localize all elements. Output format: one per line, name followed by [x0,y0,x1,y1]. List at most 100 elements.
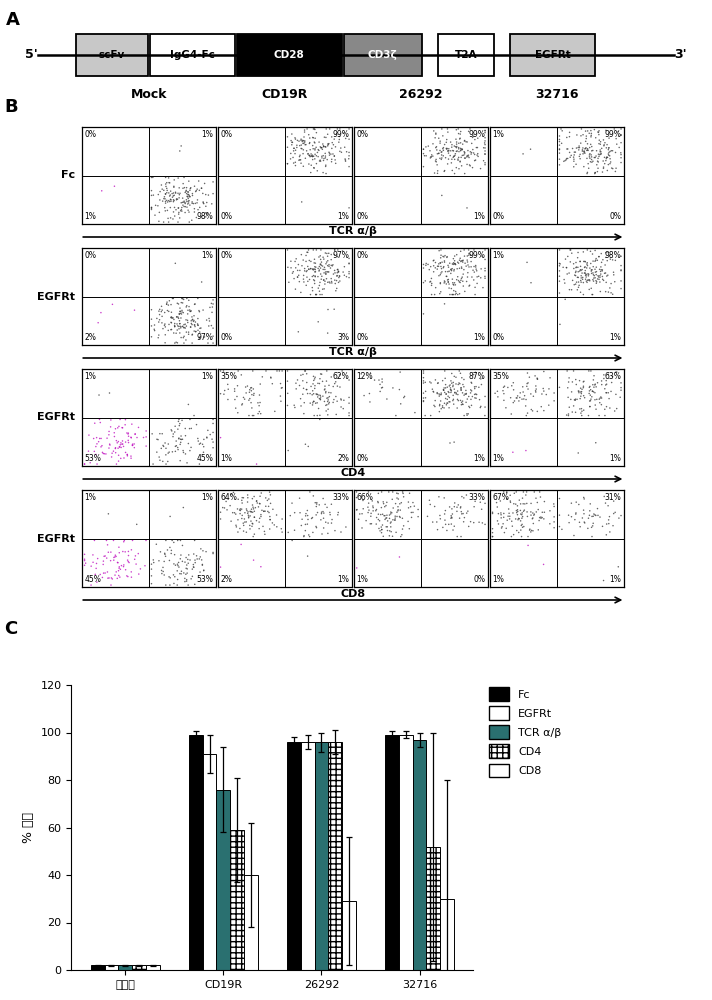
Point [575,273,587,289]
Text: 98%: 98% [197,212,213,221]
Point [456,253,467,269]
Point [90,446,102,462]
Point [577,378,589,394]
Point [437,519,449,535]
Point [442,124,454,140]
Point [586,139,597,155]
Point [376,521,387,537]
Point [582,142,593,158]
Point [516,516,528,532]
Point [102,564,113,580]
Point [443,141,454,157]
Point [301,244,313,260]
Point [116,558,127,574]
Point [431,146,443,162]
Point [459,408,470,424]
Point [192,181,203,197]
Point [445,134,456,150]
Point [456,149,467,165]
Point [271,507,282,523]
Point [439,395,450,411]
Point [586,143,597,159]
Point [461,258,472,274]
Point [584,378,595,394]
Point [314,283,325,299]
Point [146,200,157,216]
Text: C: C [4,619,18,638]
Point [522,365,533,381]
Point [433,145,444,161]
Point [121,568,132,584]
Bar [132,965,146,970]
Point [163,303,174,319]
Point [147,456,159,472]
Point [310,369,321,385]
Point [324,275,335,291]
Point [424,274,436,290]
Point [367,503,379,519]
Point [418,141,429,157]
Point [447,143,459,159]
Point [160,456,172,472]
Point [149,317,160,333]
Point [103,544,114,560]
Point [444,378,455,394]
Point [569,392,580,408]
Point [329,523,340,539]
Point [314,274,325,290]
Point [381,510,392,526]
Point [110,421,121,437]
Point [533,522,544,538]
Point [430,125,441,141]
Point [187,309,198,325]
Point [487,505,498,521]
Point [602,137,613,153]
Text: EGFRt: EGFRt [37,292,75,302]
Point [176,563,187,579]
Point [154,307,165,323]
Point [548,520,560,536]
Point [453,135,464,151]
Point [461,487,472,503]
Point [315,392,326,408]
Point [320,397,332,413]
Point [332,378,343,394]
Point [447,387,459,403]
Point [449,368,460,384]
Point [380,498,392,514]
Point [464,121,476,137]
Point [282,397,293,413]
Point [290,251,302,267]
Point [464,259,475,275]
Point [320,148,331,164]
Point [429,260,441,276]
Point [442,143,454,159]
Point [309,273,320,289]
Point [612,124,624,140]
Point [166,310,177,326]
Point [602,267,614,283]
Point [174,210,185,226]
Point [585,123,597,139]
Point [334,367,345,383]
Point [477,280,488,296]
Point [358,388,370,404]
Point [577,140,589,156]
Point [597,271,608,287]
Point [582,164,593,180]
Point [325,496,337,512]
Point [439,275,450,291]
Point [525,275,537,291]
Point [377,528,389,544]
Point [365,505,377,521]
Point [315,366,326,382]
Point [334,143,345,159]
Point [326,151,337,167]
Point [318,272,330,288]
Point [95,305,107,321]
Point [315,153,326,169]
Point [309,141,320,157]
Point [385,519,397,535]
Point [246,501,257,517]
Point [563,265,575,281]
